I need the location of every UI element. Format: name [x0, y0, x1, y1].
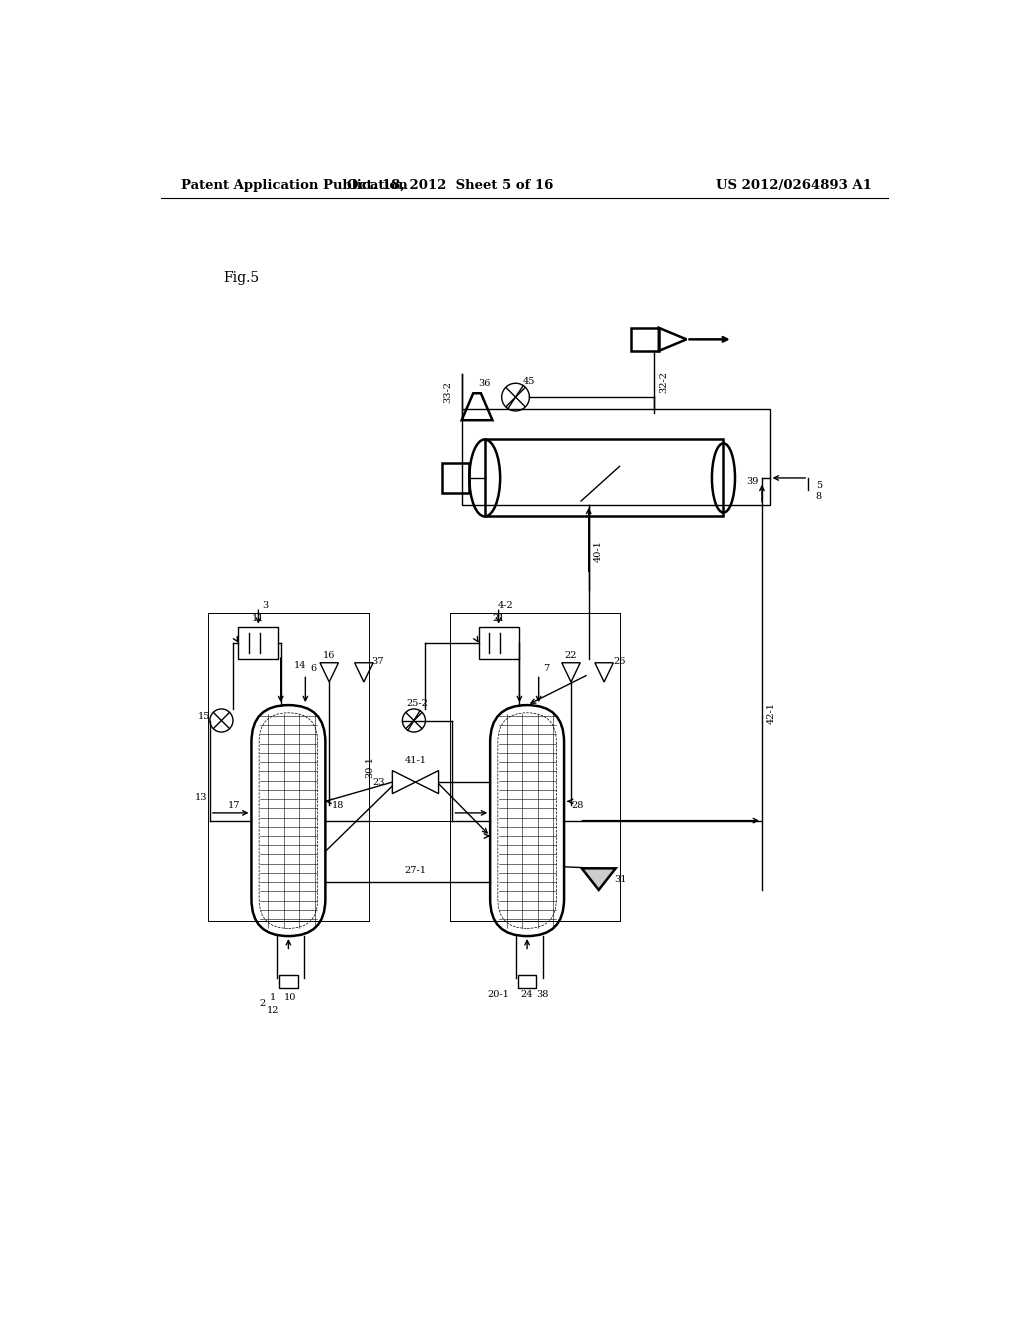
Text: 15: 15 — [199, 713, 211, 721]
Text: 25-2: 25-2 — [407, 700, 429, 708]
Text: Fig.5: Fig.5 — [223, 271, 259, 285]
Text: 8: 8 — [816, 492, 822, 500]
Text: 22: 22 — [565, 651, 578, 660]
Text: 36: 36 — [478, 379, 490, 388]
Text: 11: 11 — [252, 614, 264, 623]
Text: 24: 24 — [521, 990, 534, 999]
Text: 20-1: 20-1 — [487, 990, 510, 999]
Text: 4-2: 4-2 — [498, 601, 513, 610]
Text: 38: 38 — [537, 990, 549, 999]
Text: 28: 28 — [571, 801, 584, 809]
Text: 14: 14 — [294, 660, 306, 669]
Text: 6: 6 — [310, 664, 316, 673]
Text: 45: 45 — [523, 378, 536, 387]
Text: Patent Application Publication: Patent Application Publication — [180, 178, 408, 191]
Text: 23: 23 — [373, 777, 385, 787]
Text: 10: 10 — [284, 993, 296, 1002]
Bar — [280, 974, 298, 989]
Bar — [484, 440, 724, 516]
Bar — [478, 627, 518, 659]
Polygon shape — [582, 869, 615, 890]
Text: 21: 21 — [493, 614, 505, 623]
Text: 7: 7 — [544, 664, 550, 673]
Text: 31: 31 — [614, 875, 627, 883]
Text: 33-2: 33-2 — [443, 380, 453, 403]
Text: Oct. 18, 2012  Sheet 5 of 16: Oct. 18, 2012 Sheet 5 of 16 — [347, 178, 553, 191]
Text: 2: 2 — [259, 999, 265, 1008]
Text: 12: 12 — [267, 1006, 280, 1015]
Text: 30-1: 30-1 — [365, 756, 374, 777]
Bar — [239, 627, 279, 659]
Text: 40-1: 40-1 — [594, 540, 602, 562]
Text: 1: 1 — [270, 993, 276, 1002]
Text: 18: 18 — [332, 801, 345, 809]
Text: 5: 5 — [816, 482, 822, 490]
Text: 39: 39 — [746, 478, 759, 486]
Bar — [442, 462, 469, 494]
Text: US 2012/0264893 A1: US 2012/0264893 A1 — [716, 178, 871, 191]
Bar — [462, 409, 770, 506]
Text: 32-2: 32-2 — [658, 371, 668, 393]
Text: 27-1: 27-1 — [404, 866, 426, 875]
Text: 42-1: 42-1 — [767, 702, 776, 723]
Text: 3: 3 — [262, 601, 268, 610]
Bar — [631, 327, 658, 351]
Text: 17: 17 — [228, 801, 241, 809]
Text: 13: 13 — [195, 793, 207, 803]
Text: 37: 37 — [372, 657, 384, 665]
Text: 16: 16 — [323, 651, 336, 660]
Text: 41-1: 41-1 — [404, 756, 426, 766]
Text: 26: 26 — [613, 657, 626, 665]
Bar — [518, 974, 537, 989]
